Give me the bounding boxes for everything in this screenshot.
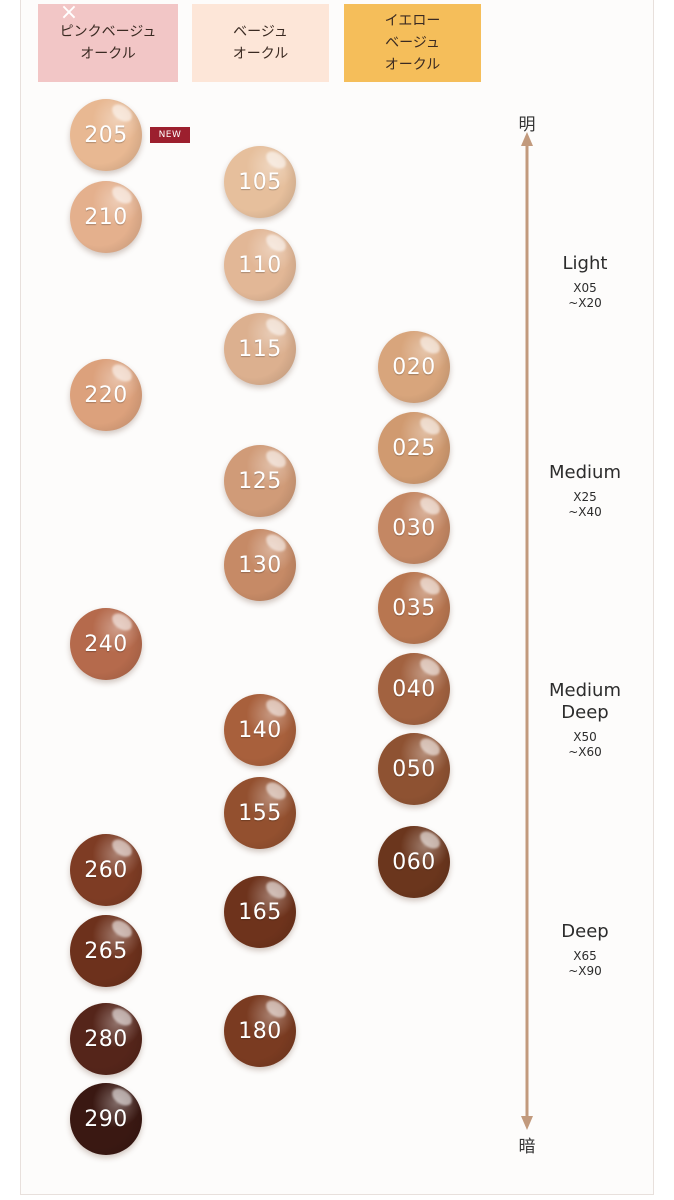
shade-bead[interactable]: 180 [224, 995, 296, 1067]
shade-bead[interactable]: 125 [224, 445, 296, 517]
category-range: X65 ~X90 [568, 949, 602, 978]
category-deep: Deep X65 ~X90 [535, 921, 635, 979]
shade-bead[interactable]: 020 [378, 331, 450, 403]
category-name: Medium Deep [549, 680, 621, 723]
shade-label: 040 [392, 676, 436, 702]
shade-bead[interactable]: 155 [224, 777, 296, 849]
shade-label: 110 [238, 252, 282, 278]
category-medium-deep: Medium Deep X50 ~X60 [535, 680, 635, 760]
brightness-arrow-head-down [521, 1116, 533, 1130]
shade-label: 105 [238, 169, 282, 195]
shade-bead[interactable]: 205 [70, 99, 142, 171]
header-beige-ochre: ベージュ オークル [192, 4, 329, 82]
close-icon[interactable]: × [59, 0, 79, 25]
shade-bead[interactable]: 115 [224, 313, 296, 385]
category-range: X50 ~X60 [568, 730, 602, 759]
category-range: X05 ~X20 [568, 281, 602, 310]
axis-light-label: 明 [518, 115, 536, 135]
category-light: Light X05 ~X20 [535, 253, 635, 311]
shade-label: 115 [238, 336, 282, 362]
category-range: X25 ~X40 [568, 490, 602, 519]
new-badge: NEW [150, 127, 190, 143]
shade-bead[interactable]: 290 [70, 1083, 142, 1155]
shade-label: 060 [392, 849, 436, 875]
shade-label: 140 [238, 717, 282, 743]
shade-label: 030 [392, 515, 436, 541]
shade-label: 290 [84, 1106, 128, 1132]
shade-bead[interactable]: 040 [378, 653, 450, 725]
brightness-arrow-head-up [521, 132, 533, 146]
shade-label: 025 [392, 435, 436, 461]
shade-bead[interactable]: 130 [224, 529, 296, 601]
shade-bead[interactable]: 210 [70, 181, 142, 253]
shade-label: 155 [238, 800, 282, 826]
shade-bead[interactable]: 280 [70, 1003, 142, 1075]
shade-label: 125 [238, 468, 282, 494]
shade-label: 165 [238, 899, 282, 925]
category-name: Light [562, 253, 608, 274]
shade-label: 240 [84, 631, 128, 657]
shade-label: 035 [392, 595, 436, 621]
header-pink-beige-ochre: ピンクベージュ オークル [38, 4, 178, 82]
shade-label: 130 [238, 552, 282, 578]
shade-label: 050 [392, 756, 436, 782]
shade-bead[interactable]: 060 [378, 826, 450, 898]
axis-dark-label: 暗 [518, 1137, 536, 1157]
shade-bead[interactable]: 140 [224, 694, 296, 766]
shade-bead[interactable]: 025 [378, 412, 450, 484]
shade-label: 280 [84, 1026, 128, 1052]
shade-bead[interactable]: 105 [224, 146, 296, 218]
shade-bead[interactable]: 110 [224, 229, 296, 301]
category-name: Deep [561, 921, 609, 942]
shade-bead[interactable]: 165 [224, 876, 296, 948]
shade-label: 180 [238, 1018, 282, 1044]
shade-label: 220 [84, 382, 128, 408]
shade-bead[interactable]: 260 [70, 834, 142, 906]
shade-bead[interactable]: 220 [70, 359, 142, 431]
shade-bead[interactable]: 240 [70, 608, 142, 680]
header-yellow-beige-ochre: イエロー ベージュ オークル [344, 4, 481, 82]
category-name: Medium [549, 462, 621, 483]
shade-bead[interactable]: 265 [70, 915, 142, 987]
shade-label: 205 [84, 122, 128, 148]
category-medium: Medium X25 ~X40 [535, 462, 635, 520]
shade-bead[interactable]: 050 [378, 733, 450, 805]
shade-bead[interactable]: 035 [378, 572, 450, 644]
shade-label: 020 [392, 354, 436, 380]
shade-bead[interactable]: 030 [378, 492, 450, 564]
shade-label: 265 [84, 938, 128, 964]
shade-label: 210 [84, 204, 128, 230]
brightness-arrow [521, 132, 533, 1130]
shade-label: 260 [84, 857, 128, 883]
